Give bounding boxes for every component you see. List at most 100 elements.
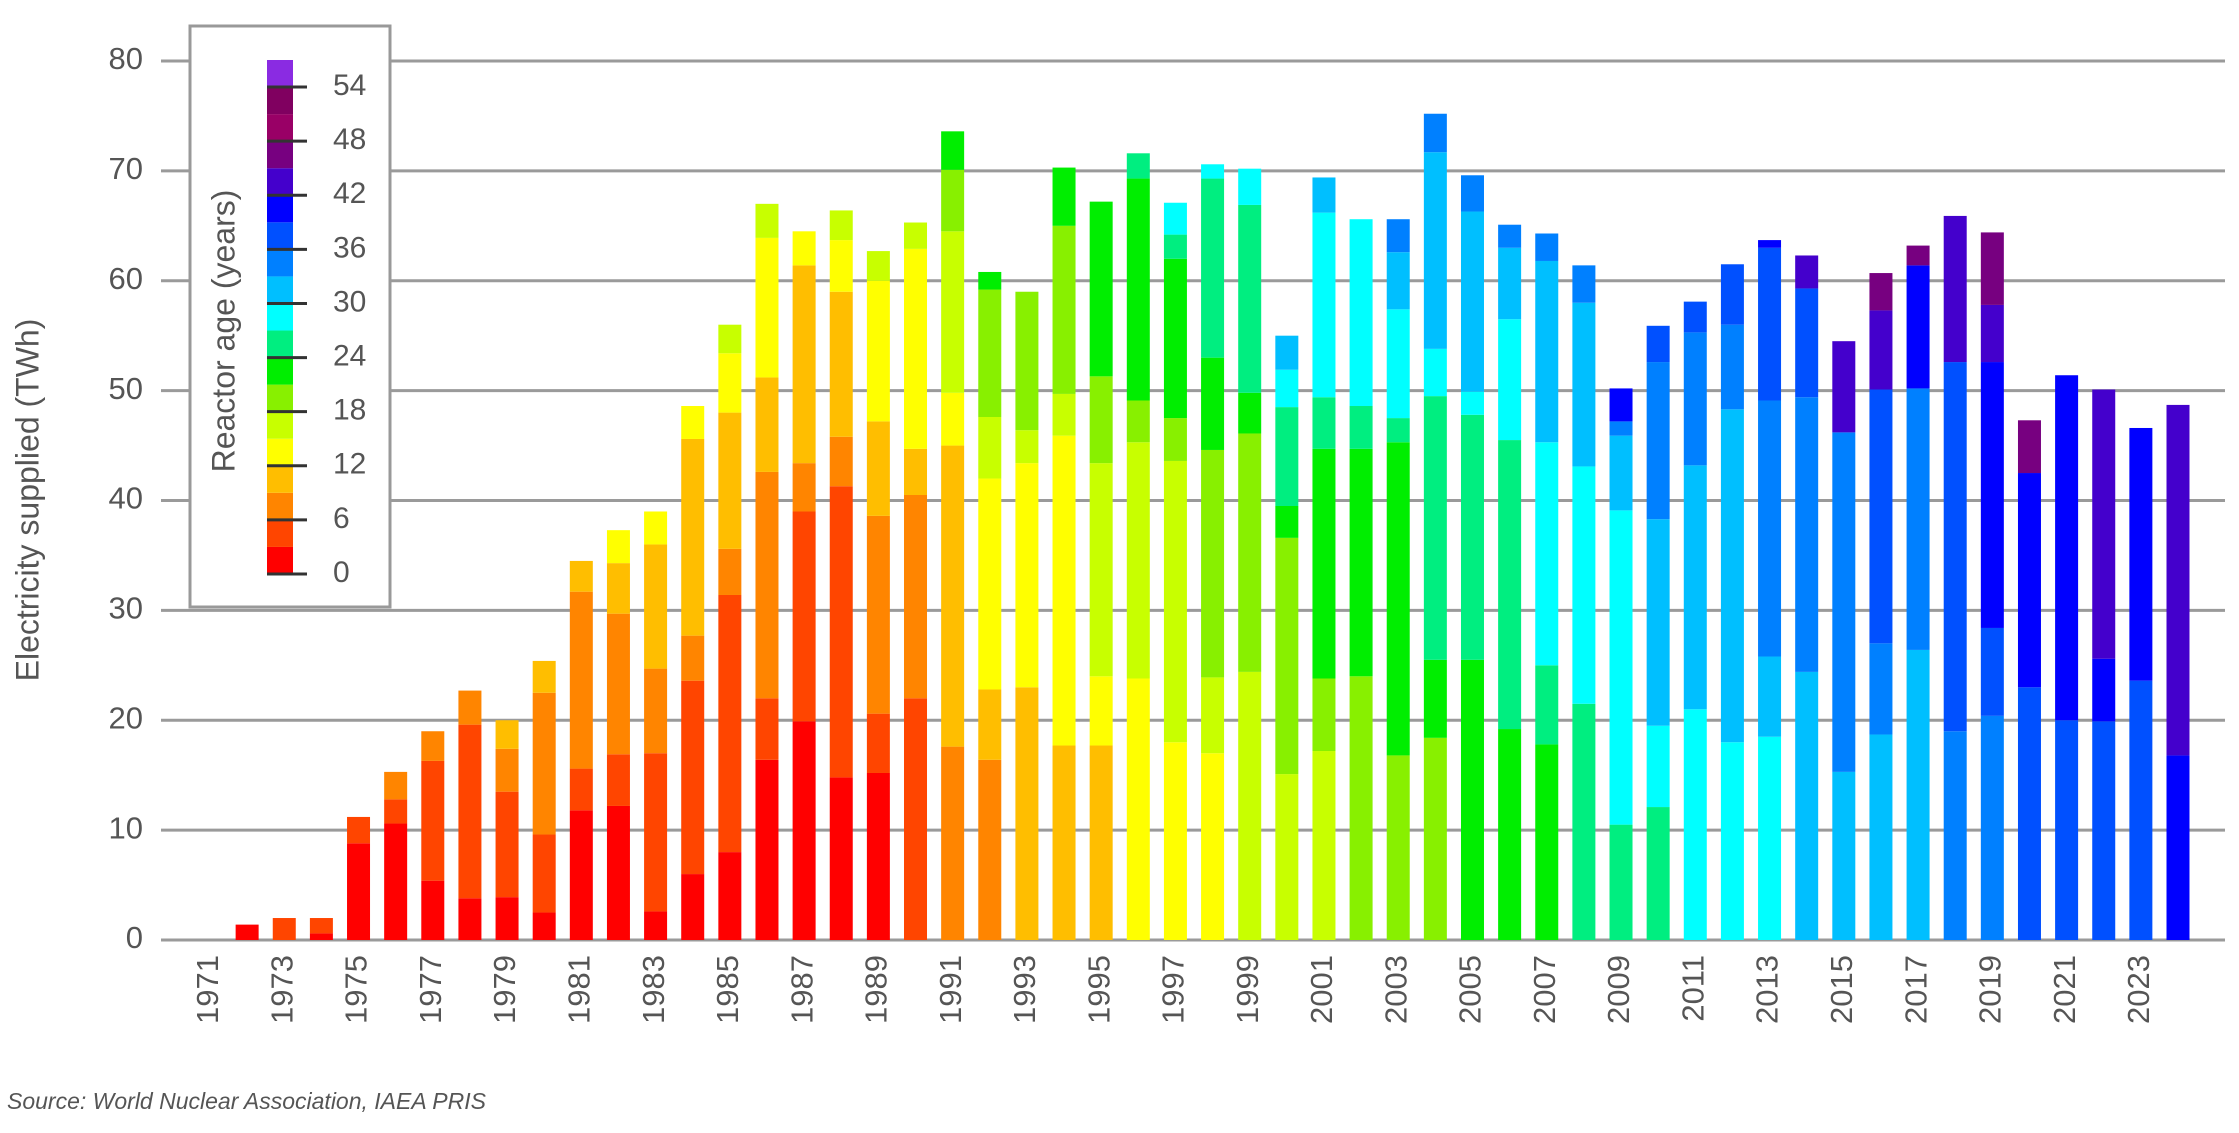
bar-segment: [1683, 465, 1707, 710]
x-tick-label: 1995: [1081, 955, 1116, 1024]
colorbar-tick-label: 18: [333, 394, 366, 427]
bar-segment: [1238, 671, 1262, 940]
bar-segment: [866, 251, 890, 281]
bar-segment: [1201, 449, 1225, 678]
bar-segment: [1386, 219, 1410, 253]
bar-segment: [1163, 202, 1187, 235]
bar-segment: [1609, 435, 1633, 511]
bar-segment: [1646, 725, 1670, 808]
bar-segment: [1535, 744, 1559, 940]
bar-segment: [718, 412, 742, 549]
bar-segment: [1869, 310, 1893, 390]
colorbar-swatch: [267, 519, 293, 547]
bar-segment: [1498, 729, 1522, 940]
bar-segment: [1646, 362, 1670, 520]
bar-segment: [829, 210, 853, 241]
bar-segment: [1498, 224, 1522, 248]
bar-segment: [1275, 537, 1299, 775]
bar-segment: [1832, 341, 1856, 433]
bar-segment: [1126, 153, 1150, 179]
bar-segment: [681, 680, 705, 875]
bar-segment: [2092, 721, 2116, 940]
bar-segment: [1498, 440, 1522, 730]
bar-segment: [1980, 304, 2004, 363]
bar-segment: [606, 613, 630, 755]
bar-segment: [755, 237, 779, 378]
bar-segment: [1126, 400, 1150, 443]
bar-segment: [904, 222, 928, 249]
bar-segment: [1460, 414, 1484, 660]
bar-segment: [829, 291, 853, 437]
bar-segment: [1683, 301, 1707, 333]
bar-segment: [1089, 376, 1113, 464]
bar-segment: [1720, 264, 1744, 325]
bar-segment: [1201, 178, 1225, 358]
bar-segment: [421, 760, 445, 881]
bar-segment: [1275, 335, 1299, 370]
bar-segment: [569, 560, 593, 592]
bar-segment: [1832, 432, 1856, 772]
colorbar-tick-label: 0: [333, 556, 350, 589]
bar-segment: [1869, 273, 1893, 311]
colorbar-tick-label: 24: [333, 340, 366, 373]
bar-segment: [1795, 255, 1819, 289]
bar-segment: [941, 131, 965, 170]
colorbar-swatch: [267, 168, 293, 196]
bar-segment: [458, 724, 482, 899]
bar-segment: [1275, 505, 1299, 538]
bar-segment: [1609, 388, 1633, 422]
bar-segment: [904, 248, 928, 449]
bar-segment: [2166, 404, 2190, 756]
legend: Reactor age (years) 0 6 12 18 24 30 36 42 48 54: [188, 24, 392, 609]
bar-segment: [1980, 362, 2004, 628]
bar-segment: [644, 911, 668, 940]
bar-segment: [904, 495, 928, 699]
bar-segment: [718, 324, 742, 354]
bar-segment: [384, 771, 408, 800]
x-tick-label: 1983: [636, 955, 671, 1024]
bar-segment: [1052, 225, 1076, 394]
bar-segment: [978, 689, 1002, 760]
bar-segment: [941, 169, 965, 232]
bar-segment: [792, 721, 816, 940]
bars: [235, 113, 2190, 940]
bar-segment: [569, 810, 593, 940]
source-note: Source: World Nuclear Association, IAEA …: [7, 1088, 487, 1114]
x-tick-label: 1989: [859, 955, 894, 1024]
bar-segment: [2166, 755, 2190, 940]
bar-segment: [2092, 658, 2116, 722]
bar-segment: [1238, 392, 1262, 434]
bar-segment: [1758, 247, 1782, 401]
bar-segment: [1275, 407, 1299, 506]
bar-segment: [829, 436, 853, 487]
bar-segment: [1795, 288, 1819, 398]
bar-segment: [1201, 677, 1225, 754]
bar-segment: [1386, 309, 1410, 419]
bar-segment: [1238, 433, 1262, 672]
bar-segment: [1498, 319, 1522, 441]
bar-segment: [1646, 519, 1670, 726]
bar-segment: [1795, 671, 1819, 940]
bar-segment: [866, 421, 890, 516]
bar-segment: [1126, 178, 1150, 401]
colorbar-swatch: [267, 114, 293, 142]
bar-segment: [1535, 442, 1559, 666]
bar-segment: [384, 799, 408, 824]
bar-segment: [1015, 463, 1039, 688]
bar-segment: [1089, 745, 1113, 940]
x-tick-label: 1973: [264, 955, 299, 1024]
bar-segment: [644, 511, 668, 545]
bar-segment: [2129, 427, 2153, 681]
bar-segment: [495, 720, 519, 749]
x-tick-label: 1981: [562, 955, 597, 1024]
bar-segment: [1943, 731, 1967, 940]
colorbar-swatch: [267, 546, 293, 574]
bar-segment: [829, 240, 853, 292]
bar-segment: [1535, 233, 1559, 261]
bar-segment: [1646, 807, 1670, 940]
bar-segment: [1683, 709, 1707, 940]
colorbar-swatch: [267, 465, 293, 493]
bar-segment: [866, 713, 890, 773]
colorbar-swatch: [267, 330, 293, 358]
